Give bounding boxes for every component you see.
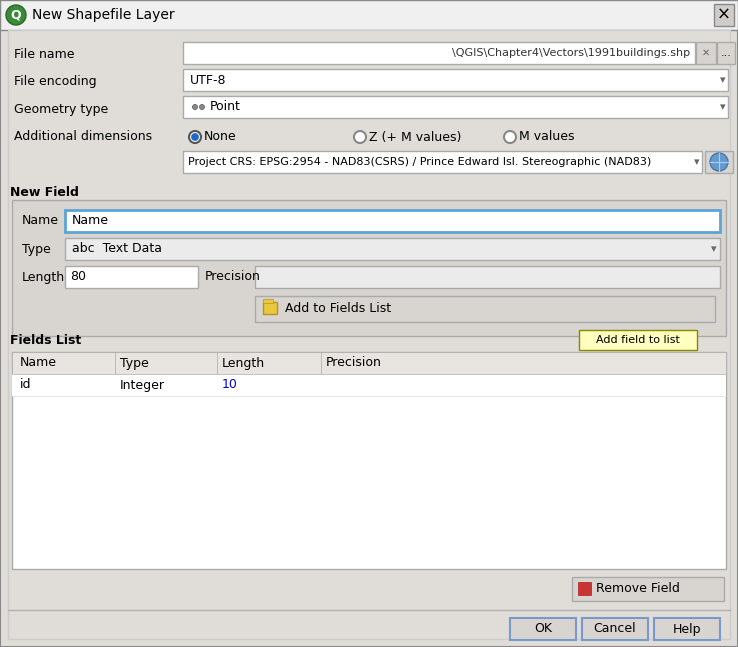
Text: ▾: ▾ (711, 244, 717, 254)
Bar (510, 618, 576, 640)
Bar (717, 42, 735, 64)
Text: None: None (204, 131, 237, 144)
Text: Geometry type: Geometry type (14, 102, 108, 116)
Circle shape (199, 105, 204, 109)
Text: Length: Length (222, 356, 265, 369)
Text: Type: Type (22, 243, 51, 256)
Text: Type: Type (120, 356, 149, 369)
Text: id: id (20, 378, 32, 391)
Bar (263, 302, 277, 314)
Bar (582, 618, 648, 640)
Bar (696, 42, 716, 64)
Bar (263, 299, 273, 303)
Bar (578, 582, 591, 595)
Circle shape (710, 153, 728, 171)
Text: Cancel: Cancel (593, 622, 636, 635)
Text: Project CRS: EPSG:2954 - NAD83(CSRS) / Prince Edward Isl. Stereographic (NAD83): Project CRS: EPSG:2954 - NAD83(CSRS) / P… (188, 157, 651, 167)
Bar (572, 577, 724, 601)
Bar (183, 96, 728, 118)
Text: Help: Help (673, 622, 701, 635)
Circle shape (6, 5, 26, 25)
Text: Precision: Precision (326, 356, 382, 369)
Bar (12, 352, 726, 569)
Text: ▾: ▾ (720, 75, 725, 85)
Text: OK: OK (534, 622, 552, 635)
Bar (255, 266, 720, 288)
Text: Q: Q (10, 8, 21, 21)
Circle shape (504, 131, 516, 143)
Text: \QGIS\Chapter4\Vectors\1991buildings.shp: \QGIS\Chapter4\Vectors\1991buildings.shp (452, 48, 690, 58)
Text: File encoding: File encoding (14, 76, 97, 89)
Bar (183, 69, 728, 91)
Bar (579, 330, 697, 350)
Text: M values: M values (519, 131, 574, 144)
Bar (0, 0, 738, 30)
Text: New Field: New Field (10, 186, 79, 199)
Text: Name: Name (22, 215, 59, 228)
Bar (714, 4, 734, 26)
Text: Add field to list: Add field to list (596, 335, 680, 345)
Circle shape (191, 133, 199, 140)
Text: 80: 80 (70, 270, 86, 283)
Text: ✕: ✕ (702, 48, 710, 58)
Bar (12, 374, 726, 396)
Bar (12, 200, 726, 336)
Bar (65, 266, 198, 288)
Circle shape (193, 105, 198, 109)
Bar (65, 210, 720, 232)
Text: New Shapefile Layer: New Shapefile Layer (32, 8, 175, 22)
Text: Name: Name (20, 356, 57, 369)
Text: Remove Field: Remove Field (596, 582, 680, 595)
Text: ...: ... (720, 48, 731, 58)
Bar (183, 42, 695, 64)
Bar (654, 618, 720, 640)
Bar (65, 238, 720, 260)
Bar (183, 151, 702, 173)
Text: File name: File name (14, 49, 75, 61)
Text: ▾: ▾ (694, 157, 700, 167)
Bar (705, 151, 733, 173)
Text: Length: Length (22, 270, 65, 283)
Bar (255, 296, 715, 322)
Text: UTF-8: UTF-8 (190, 74, 227, 87)
Text: Fields List: Fields List (10, 333, 81, 347)
Text: Integer: Integer (120, 378, 165, 391)
Text: Additional dimensions: Additional dimensions (14, 131, 152, 144)
Circle shape (354, 131, 366, 143)
Text: ×: × (717, 6, 731, 24)
Text: Name: Name (72, 215, 109, 228)
Text: Add to Fields List: Add to Fields List (285, 303, 391, 316)
Text: Z (+ M values): Z (+ M values) (369, 131, 461, 144)
Text: 10: 10 (222, 378, 238, 391)
Bar (12, 352, 726, 374)
Text: Point: Point (210, 100, 241, 113)
Text: ▾: ▾ (720, 102, 725, 112)
Text: abc  Text Data: abc Text Data (72, 243, 162, 256)
Text: Precision: Precision (205, 270, 261, 283)
Circle shape (189, 131, 201, 143)
